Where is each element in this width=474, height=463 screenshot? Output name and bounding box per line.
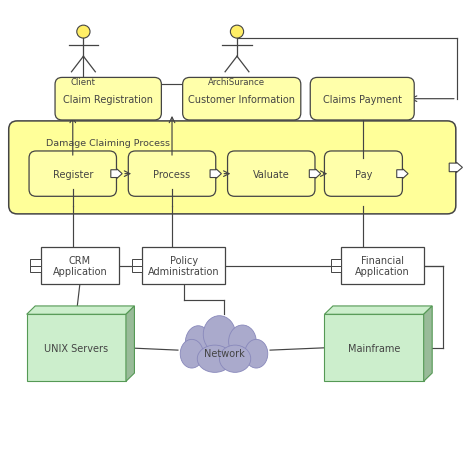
Text: ArchiSurance: ArchiSurance — [209, 78, 265, 87]
Text: UNIX Servers: UNIX Servers — [44, 343, 109, 353]
Text: Claims Payment: Claims Payment — [323, 94, 402, 105]
Polygon shape — [126, 307, 135, 382]
FancyBboxPatch shape — [324, 152, 402, 197]
FancyBboxPatch shape — [128, 152, 216, 197]
FancyBboxPatch shape — [228, 152, 315, 197]
Bar — [341, 248, 424, 285]
Ellipse shape — [245, 340, 268, 368]
FancyBboxPatch shape — [310, 78, 414, 121]
FancyBboxPatch shape — [29, 152, 117, 197]
Polygon shape — [449, 163, 463, 173]
Text: Pay: Pay — [355, 169, 372, 179]
Text: CRM
Application: CRM Application — [53, 255, 107, 277]
Text: Financial
Application: Financial Application — [355, 255, 410, 277]
Bar — [132, 260, 143, 266]
Bar — [27, 314, 126, 382]
Text: Mainframe: Mainframe — [348, 343, 400, 353]
Text: Process: Process — [154, 169, 191, 179]
Text: Damage Claiming Process: Damage Claiming Process — [46, 138, 170, 147]
Bar — [324, 314, 424, 382]
Bar — [330, 260, 341, 266]
Text: Valuate: Valuate — [253, 169, 290, 179]
Polygon shape — [111, 169, 122, 179]
Bar — [132, 266, 143, 273]
Polygon shape — [27, 307, 135, 314]
Polygon shape — [424, 307, 432, 382]
FancyBboxPatch shape — [9, 122, 456, 214]
Polygon shape — [310, 169, 320, 179]
Ellipse shape — [185, 326, 211, 360]
Ellipse shape — [228, 325, 256, 358]
Polygon shape — [324, 307, 432, 314]
Text: Network: Network — [204, 348, 245, 358]
Ellipse shape — [180, 340, 203, 368]
FancyBboxPatch shape — [182, 78, 301, 121]
Text: Client: Client — [71, 78, 96, 87]
Ellipse shape — [197, 345, 232, 373]
Text: Policy
Administration: Policy Administration — [148, 255, 219, 277]
Circle shape — [77, 26, 90, 39]
Bar — [30, 260, 41, 266]
Text: Customer Information: Customer Information — [188, 94, 295, 105]
Bar — [41, 248, 119, 285]
Bar — [30, 266, 41, 273]
Ellipse shape — [219, 345, 251, 373]
Polygon shape — [210, 169, 221, 179]
Text: Claim Registration: Claim Registration — [63, 94, 153, 105]
FancyBboxPatch shape — [55, 78, 161, 121]
Text: Register: Register — [53, 169, 93, 179]
Circle shape — [230, 26, 244, 39]
Bar — [143, 248, 225, 285]
Polygon shape — [397, 169, 408, 179]
Bar — [330, 266, 341, 273]
Ellipse shape — [203, 316, 236, 353]
